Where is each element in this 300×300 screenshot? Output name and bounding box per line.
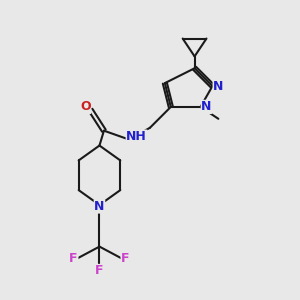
Text: N: N (213, 80, 224, 93)
Text: N: N (201, 100, 212, 113)
Text: N: N (94, 200, 105, 213)
Text: O: O (80, 100, 91, 113)
Text: NH: NH (126, 130, 147, 143)
Text: F: F (69, 252, 78, 265)
Text: F: F (95, 265, 104, 278)
Text: F: F (121, 252, 130, 265)
